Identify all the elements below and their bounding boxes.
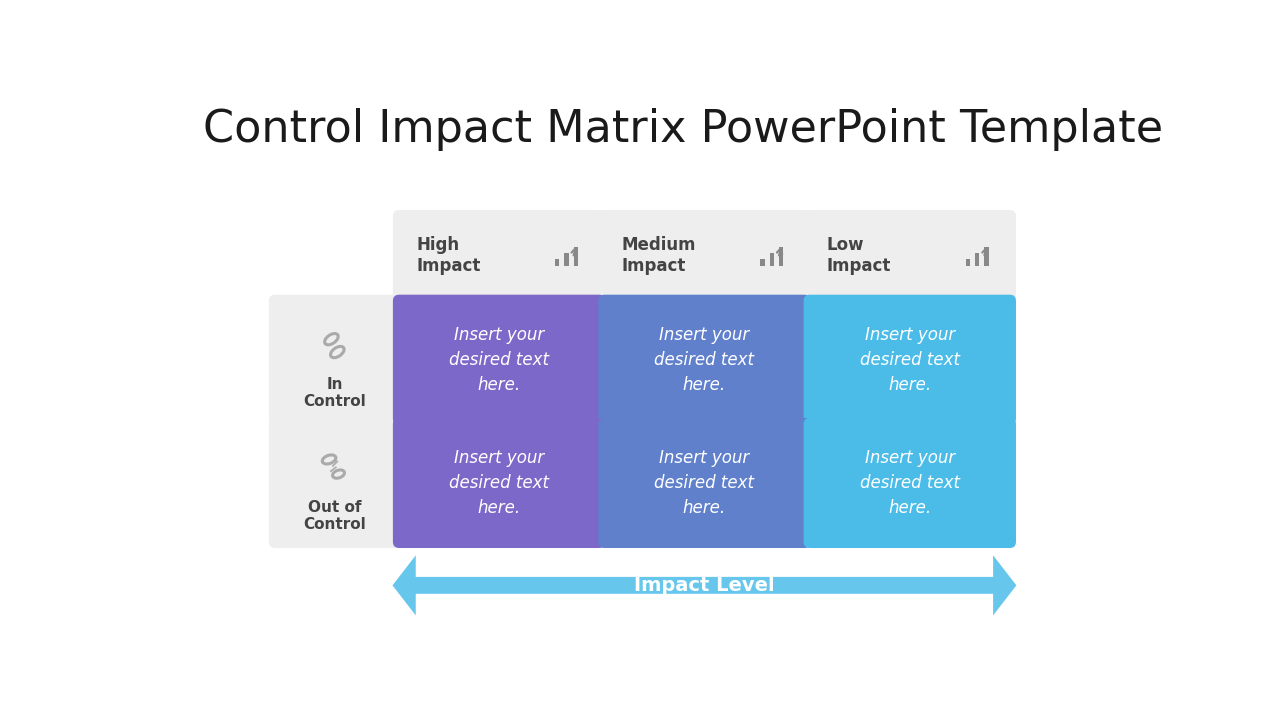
FancyBboxPatch shape <box>804 418 1016 548</box>
Text: Control Impact Matrix PowerPoint Template: Control Impact Matrix PowerPoint Templat… <box>202 108 1162 151</box>
Bar <box>564 253 568 266</box>
Bar <box>780 247 783 266</box>
Text: Impact Level: Impact Level <box>634 576 774 595</box>
Bar <box>573 247 577 266</box>
Polygon shape <box>393 555 1016 616</box>
FancyBboxPatch shape <box>598 418 810 548</box>
Bar <box>984 247 988 266</box>
Text: Insert your
desired text
here.: Insert your desired text here. <box>449 325 549 394</box>
FancyBboxPatch shape <box>393 294 605 425</box>
FancyBboxPatch shape <box>393 418 605 548</box>
Text: High
Impact: High Impact <box>416 236 480 275</box>
FancyBboxPatch shape <box>804 210 1016 302</box>
FancyBboxPatch shape <box>804 294 1016 425</box>
FancyBboxPatch shape <box>393 210 605 302</box>
FancyBboxPatch shape <box>598 210 810 302</box>
Bar <box>556 258 559 266</box>
Text: Insert your
desired text
here.: Insert your desired text here. <box>654 325 754 394</box>
FancyBboxPatch shape <box>269 418 399 548</box>
Text: Insert your
desired text
here.: Insert your desired text here. <box>654 449 754 517</box>
Text: Insert your
desired text
here.: Insert your desired text here. <box>860 449 960 517</box>
Text: Low
Impact: Low Impact <box>827 236 891 275</box>
Text: Medium
Impact: Medium Impact <box>622 236 696 275</box>
Text: In
Control: In Control <box>303 377 366 409</box>
Bar <box>769 253 774 266</box>
FancyBboxPatch shape <box>269 294 399 425</box>
Text: Out of
Control: Out of Control <box>303 500 366 532</box>
Bar <box>760 258 764 266</box>
Bar <box>966 258 970 266</box>
Text: Insert your
desired text
here.: Insert your desired text here. <box>449 449 549 517</box>
Bar <box>975 253 979 266</box>
FancyBboxPatch shape <box>598 294 810 425</box>
Text: Insert your
desired text
here.: Insert your desired text here. <box>860 325 960 394</box>
